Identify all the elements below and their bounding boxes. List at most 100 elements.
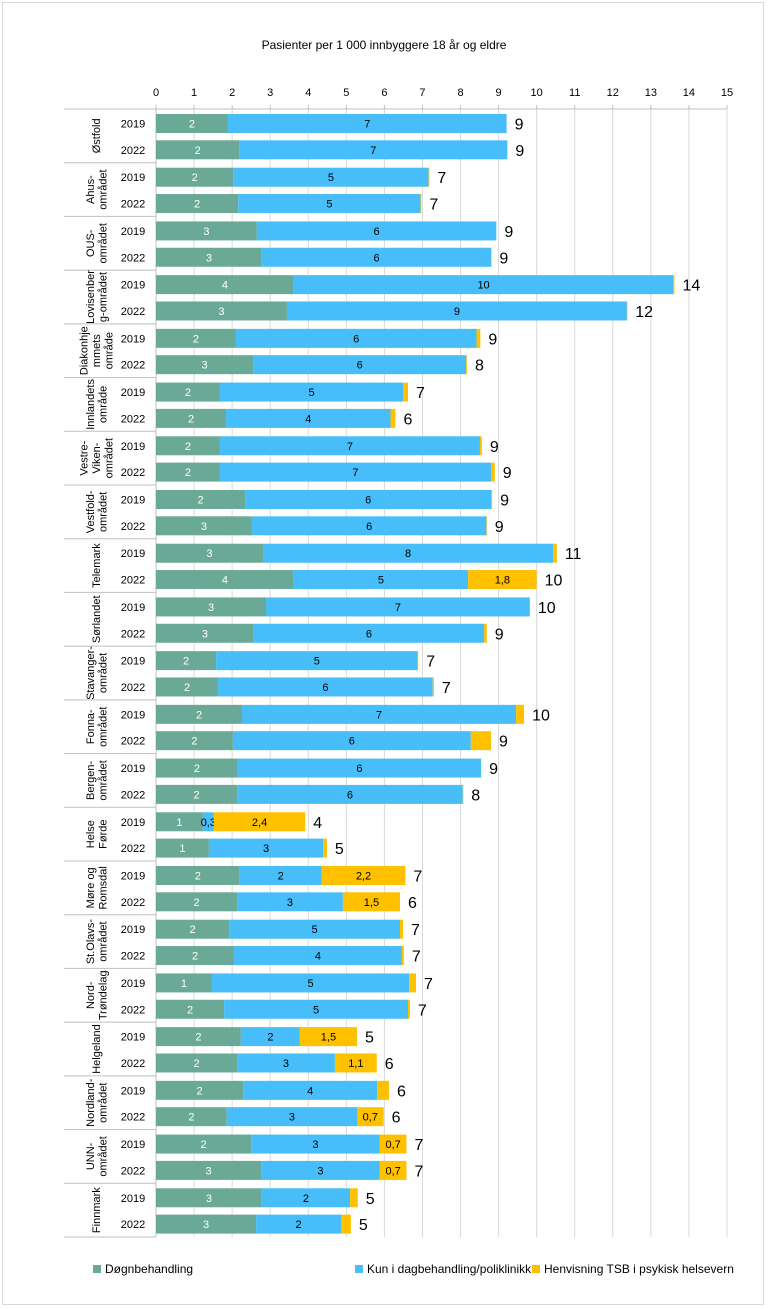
year-label: 2019	[121, 924, 145, 936]
bar-segment-dag	[293, 570, 469, 590]
year-label: 2022	[121, 467, 145, 479]
region-label-line: område	[97, 386, 109, 423]
segment-label: 3	[206, 548, 212, 560]
bar-segment-tsb	[516, 704, 525, 724]
bar-segment-dag	[218, 677, 433, 697]
segment-label: 2	[194, 199, 200, 211]
year-label: 2019	[121, 602, 145, 614]
region-label: Helgeland	[91, 1024, 103, 1074]
bar-segment-tsb	[403, 382, 409, 402]
segment-label: 0,7	[386, 1139, 401, 1151]
region-label-line: Førde	[97, 819, 109, 848]
segment-label: 1	[176, 817, 182, 829]
segment-label: 6	[366, 628, 372, 640]
segment-label: 2	[267, 1032, 273, 1044]
total-label: 5	[359, 1217, 368, 1234]
segment-label: 2	[187, 1004, 193, 1016]
bar-segment-dogn	[156, 1134, 252, 1154]
region-label-line: Innlandets	[85, 379, 97, 430]
region-label: Fonna-området	[85, 707, 110, 747]
bar-segment-dag	[237, 758, 482, 778]
bar-segment-tsb	[432, 677, 434, 697]
region-label-line: mmets	[91, 334, 103, 368]
year-label: 2022	[121, 789, 145, 801]
segment-label: 6	[374, 226, 380, 238]
bar-segment-tsb	[350, 1188, 358, 1208]
segment-label: 2	[193, 333, 199, 345]
year-label: 2022	[121, 897, 145, 909]
region-label: Møre ogRomsdal	[85, 866, 110, 909]
region-label: Diakonhjemmetsområde	[79, 326, 116, 375]
x-tick-label: 8	[457, 87, 463, 99]
region-label-line: området	[97, 1083, 109, 1123]
segment-label: 5	[311, 924, 317, 936]
region-label: Vestfold-området	[85, 490, 110, 533]
bar-segment-dag	[226, 408, 391, 428]
segment-label: 2	[185, 467, 191, 479]
year-label: 2022	[121, 682, 145, 694]
segment-label: 4	[315, 951, 321, 963]
segment-label: 6	[347, 789, 353, 801]
total-label: 5	[365, 1030, 374, 1047]
x-tick-label: 5	[343, 87, 349, 99]
region-label: Telemark	[91, 543, 103, 588]
bar-segment-dogn	[156, 140, 240, 160]
bar-segment-dag	[240, 1027, 300, 1047]
region-label-line: Ahus-	[85, 175, 97, 204]
segment-label: 3	[203, 226, 209, 238]
segment-label: 2	[192, 951, 198, 963]
region-label: Ahus-området	[85, 169, 110, 209]
total-label: 9	[503, 465, 512, 482]
x-tick-label: 4	[305, 87, 311, 99]
bar-segment-dag	[261, 1160, 380, 1180]
total-label: 7	[418, 1002, 427, 1019]
region-label-line: området	[97, 707, 109, 747]
bar-segment-dag	[256, 1214, 342, 1234]
year-label: 2022	[121, 199, 145, 211]
segment-label: 3	[205, 1165, 211, 1177]
bar-segment-dogn	[156, 167, 234, 187]
year-label: 2022	[121, 306, 145, 318]
segment-label: 7	[370, 145, 376, 157]
region-label-line: området	[97, 653, 109, 693]
total-label: 7	[429, 197, 438, 214]
bar-segment-dogn	[156, 275, 294, 295]
bar-segment-dag	[216, 651, 418, 671]
segment-label: 4	[307, 1085, 313, 1097]
total-label: 9	[499, 734, 508, 751]
segment-label: 7	[364, 119, 370, 131]
segment-label: 6	[357, 360, 363, 372]
year-label: 2019	[121, 226, 145, 238]
bar-segment-dogn	[156, 838, 209, 858]
year-label: 2022	[121, 360, 145, 372]
bar-segment-dogn	[156, 355, 254, 375]
year-label: 2022	[121, 843, 145, 855]
year-label: 2019	[121, 709, 145, 721]
total-label: 12	[635, 304, 653, 321]
bar-segment-dag	[251, 516, 487, 536]
bar-segment-tsb	[476, 328, 481, 348]
region-label-line: Nordland-	[85, 1078, 97, 1127]
region-label-line: Finnmark	[91, 1187, 103, 1233]
segment-label: 3	[287, 897, 293, 909]
bar-segment-dogn	[156, 651, 217, 671]
bar-segment-tsb	[490, 462, 495, 482]
bar-segment-dogn	[156, 758, 238, 778]
bar-segment-dogn	[156, 973, 212, 993]
bar-segment-dogn	[156, 247, 262, 267]
bar-segment-dag	[227, 114, 507, 134]
segment-label: 3	[206, 252, 212, 264]
segment-label: 5	[328, 172, 334, 184]
bar-segment-dogn	[156, 221, 257, 241]
segment-label: 2	[195, 1032, 201, 1044]
bar-segment-dogn	[156, 704, 243, 724]
bar-segment-dag	[237, 1053, 335, 1073]
total-label: 7	[412, 949, 421, 966]
x-tick-label: 9	[496, 87, 502, 99]
bar-segment-tsb	[377, 1080, 389, 1100]
segment-label: 2	[295, 1219, 301, 1231]
segment-label: 2	[195, 145, 201, 157]
total-label: 10	[545, 573, 563, 590]
bar-segment-dogn	[156, 946, 235, 966]
region-label-line: området	[97, 169, 109, 209]
